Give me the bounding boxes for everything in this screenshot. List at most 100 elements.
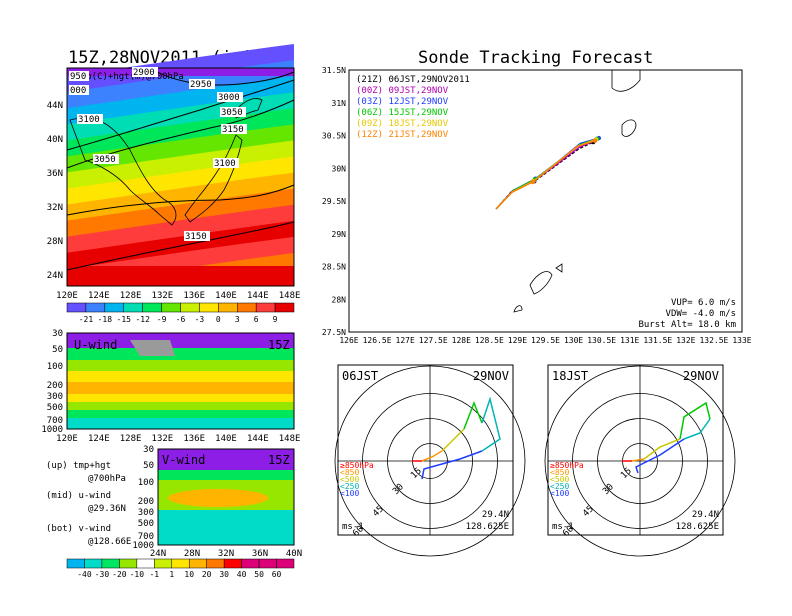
u-y-tick: 100 — [47, 362, 63, 372]
trajectory-mid-point — [530, 179, 535, 185]
u-wind-x-ticks: 120E 124E 128E 132E 136E 140E 144E 148E — [56, 434, 300, 444]
tracking-x-tick: 129.5E — [531, 336, 560, 345]
colorbar-swatch — [154, 558, 173, 569]
tracking-y-tick: 29N — [332, 230, 347, 239]
contour-label: 950 — [70, 72, 86, 82]
tracking-x-tick: 127E — [396, 336, 415, 345]
hodograph-trace — [421, 450, 443, 462]
colorbar-swatch — [85, 302, 106, 313]
v-y-tick: 30 — [143, 445, 154, 455]
contour-label: 000 — [70, 86, 86, 96]
hodograph-trace — [441, 428, 465, 452]
hodograph-trace — [683, 418, 711, 440]
tracking-title: Sonde Tracking Forecast — [418, 48, 653, 68]
contour-label: 2950 — [190, 80, 212, 90]
map-y-tick: 32N — [47, 203, 63, 213]
tracking-x-tick: 126E — [339, 336, 358, 345]
colorbar-tick: -10 — [130, 570, 145, 579]
tracking-y-tick: 29.5N — [322, 197, 346, 206]
map-subtitle: Temp(C)+hgt(m)@700hPa — [70, 72, 184, 82]
u-y-tick: 500 — [47, 403, 63, 413]
legend-entry: (06Z) 15JST,29NOV — [356, 108, 449, 118]
colorbar-swatch — [66, 302, 87, 313]
v-x-tick: 40N — [286, 549, 302, 559]
level-legend: <850 — [340, 468, 359, 477]
side-note: (bot) v-wind — [46, 524, 111, 534]
level-legend: <100 — [550, 489, 569, 498]
map-contour-labels: 2900 2950 3000 3050 3100 3150 3050 3100 3150 950 0… — [69, 67, 247, 242]
contour-label-bg — [213, 158, 239, 168]
colorbar-swatch — [119, 558, 138, 569]
tracking-x-tick: 128E — [452, 336, 471, 345]
side-note: (up) tmp+hgt — [46, 461, 111, 471]
colorbar-tick: 9 — [273, 315, 278, 324]
colorbar-swatch — [237, 302, 257, 313]
map-x-tick: 132E — [152, 291, 174, 301]
temp-band — [67, 266, 294, 286]
contour-label-bg — [220, 107, 246, 117]
hodograph-18jst: 18JST 29NOV15304560ms-129.4N128.625E≥850h… — [544, 364, 736, 557]
v-y-tick: 300 — [138, 508, 154, 518]
contour-label: 3000 — [218, 93, 240, 103]
level-legend: <500 — [340, 475, 359, 484]
tracking-y-tick: 28.5N — [322, 263, 346, 272]
side-note: @700hPa — [88, 474, 126, 484]
contour-label-bg — [189, 79, 215, 89]
colorbar-swatch — [123, 302, 143, 313]
trajectory-line — [495, 140, 596, 210]
tracking-x-tick: 128.5E — [475, 336, 504, 345]
tracking-x-tick: 133E — [732, 336, 751, 345]
tracking-x-tick: 132.5E — [699, 336, 728, 345]
hodograph-trace — [421, 450, 483, 480]
map-y-tick: 40N — [47, 135, 63, 145]
hodograph-date: 29NOV — [473, 369, 509, 383]
colorbar-tick: -40 — [77, 570, 92, 579]
contour-label: 3100 — [78, 115, 100, 125]
map-y-tick: 44N — [47, 101, 63, 111]
colorbar-tick: -20 — [112, 570, 127, 579]
hodograph-time: 18JST — [552, 369, 588, 383]
tracking-y-tick: 30.5N — [322, 132, 346, 141]
contour-label: 2900 — [133, 68, 155, 78]
map-x-tick: 136E — [183, 291, 205, 301]
v-wind-time: 15Z — [268, 453, 290, 467]
tracking-x-tick: 130E — [564, 336, 583, 345]
hodograph-time: 06JST — [342, 369, 378, 383]
colorbar-swatch — [258, 558, 277, 569]
contour-label-bg — [217, 92, 243, 102]
u-x-tick: 148E — [279, 434, 301, 444]
v-wind-label: V-wind — [162, 453, 205, 467]
map-y-ticks: 24N 28N 32N 36N 40N 44N — [47, 101, 63, 281]
v-x-tick: 28N — [184, 549, 200, 559]
contour-label-bg — [77, 114, 103, 124]
level-legend: <250 — [340, 482, 359, 491]
hodograph-lat: 29.4N — [482, 510, 509, 520]
hodograph-trace — [679, 401, 711, 440]
level-legend: <100 — [340, 489, 359, 498]
tracking-annotation: Burst Alt= 18.0 km — [638, 320, 736, 330]
contour-label-bg — [184, 231, 210, 241]
tracking-legend: (21Z) 06JST,29NOV2011(00Z) 09JST,29NOV(0… — [356, 75, 470, 140]
v-y-tick: 200 — [138, 497, 154, 507]
map-y-tick: 28N — [47, 237, 63, 247]
tracking-x-tick: 127.5E — [419, 336, 448, 345]
colorbar-swatch — [171, 558, 190, 569]
colorbar-swatch — [223, 558, 242, 569]
hodograph-unit: ms-1 — [342, 522, 364, 532]
contour-label-bg — [69, 85, 89, 95]
contour-label: 3150 — [185, 232, 207, 242]
hodograph-trace — [481, 396, 501, 452]
side-note: (mid) u-wind — [46, 491, 111, 501]
colorbar-tick: -6 — [176, 315, 186, 324]
legend-entry: (09Z) 18JST,29NOV — [356, 119, 449, 129]
colorbar-tick: 20 — [202, 570, 212, 579]
contour-label-bg — [93, 154, 119, 164]
colorbar-swatch — [180, 302, 200, 313]
colorbar-swatch — [66, 558, 85, 569]
colorbar-tick: 10 — [184, 570, 194, 579]
v-y-tick: 100 — [138, 478, 154, 488]
v-x-tick: 32N — [218, 549, 234, 559]
